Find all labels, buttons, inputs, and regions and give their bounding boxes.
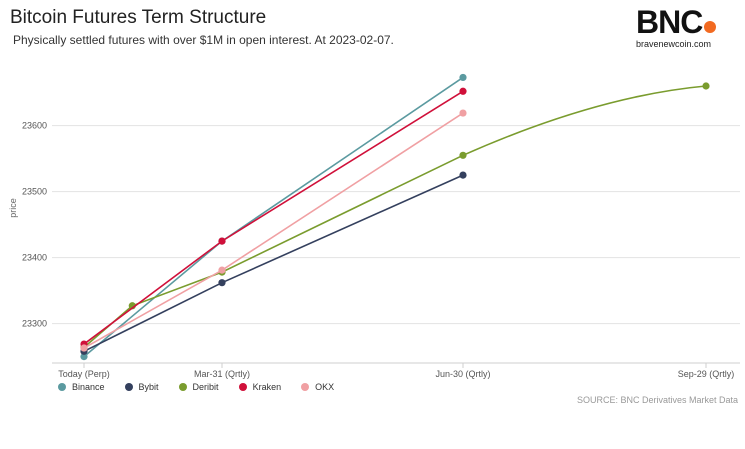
logo-url: bravenewcoin.com [636, 39, 712, 49]
series-line-bybit [83, 174, 464, 353]
y-tick-label: 23400 [22, 253, 47, 263]
data-point-bybit [459, 171, 467, 179]
chart-legend: Binance Bybit Deribit Kraken OKX [58, 382, 354, 392]
legend-label: Binance [72, 382, 105, 392]
legend-label: Kraken [252, 382, 282, 392]
legend-swatch [124, 383, 133, 391]
legend-swatch [178, 383, 187, 391]
legend-swatch [238, 383, 247, 391]
chart-subtitle: Physically settled futures with over $1M… [13, 33, 394, 47]
logo-dot-icon [704, 21, 717, 33]
legend-label: Bybit [138, 382, 159, 392]
data-point-kraken [218, 237, 226, 245]
series-line-kraken [83, 90, 464, 345]
legend-swatch [301, 383, 310, 391]
x-tick-label: Mar-31 (Qrtly) [194, 369, 250, 379]
data-point-bybit [218, 279, 226, 287]
logo-mark: BNC [636, 6, 726, 38]
data-point-binance [459, 73, 467, 82]
legend-item-kraken[interactable]: Kraken [238, 382, 282, 392]
series-line-okx [83, 112, 464, 349]
data-point-okx [218, 266, 226, 274]
y-axis-label: price [8, 198, 18, 218]
x-tick-label: Sep-29 (Qrtly) [678, 369, 735, 379]
legend-item-deribit[interactable]: Deribit [178, 382, 219, 392]
legend-item-bybit[interactable]: Bybit [124, 382, 159, 392]
data-point-okx [80, 344, 88, 352]
legend-swatch [58, 383, 66, 391]
source-note: SOURCE: BNC Derivatives Market Data [576, 395, 738, 405]
brand-logo: BNC bravenewcoin.com [636, 6, 726, 49]
legend-item-okx[interactable]: OKX [301, 382, 334, 392]
legend-label: Deribit [192, 382, 219, 392]
legend-label: OKX [315, 382, 335, 392]
logo-text: BNC [636, 4, 703, 40]
y-tick-label: 23600 [22, 121, 47, 131]
data-point-deribit [702, 82, 710, 90]
y-tick-label: 23500 [22, 187, 47, 197]
chart-title: Bitcoin Futures Term Structure [10, 7, 267, 28]
data-point-kraken [459, 87, 467, 95]
data-point-okx [459, 109, 467, 117]
data-point-deribit [459, 151, 467, 159]
x-tick-label: Jun-30 (Qrtly) [435, 369, 490, 379]
data-point-binance [80, 353, 88, 361]
x-tick-label: Today (Perp) [58, 369, 110, 379]
series-line-binance [83, 76, 464, 358]
y-tick-label: 23300 [22, 319, 47, 329]
legend-item-binance[interactable]: Binance [58, 382, 105, 392]
